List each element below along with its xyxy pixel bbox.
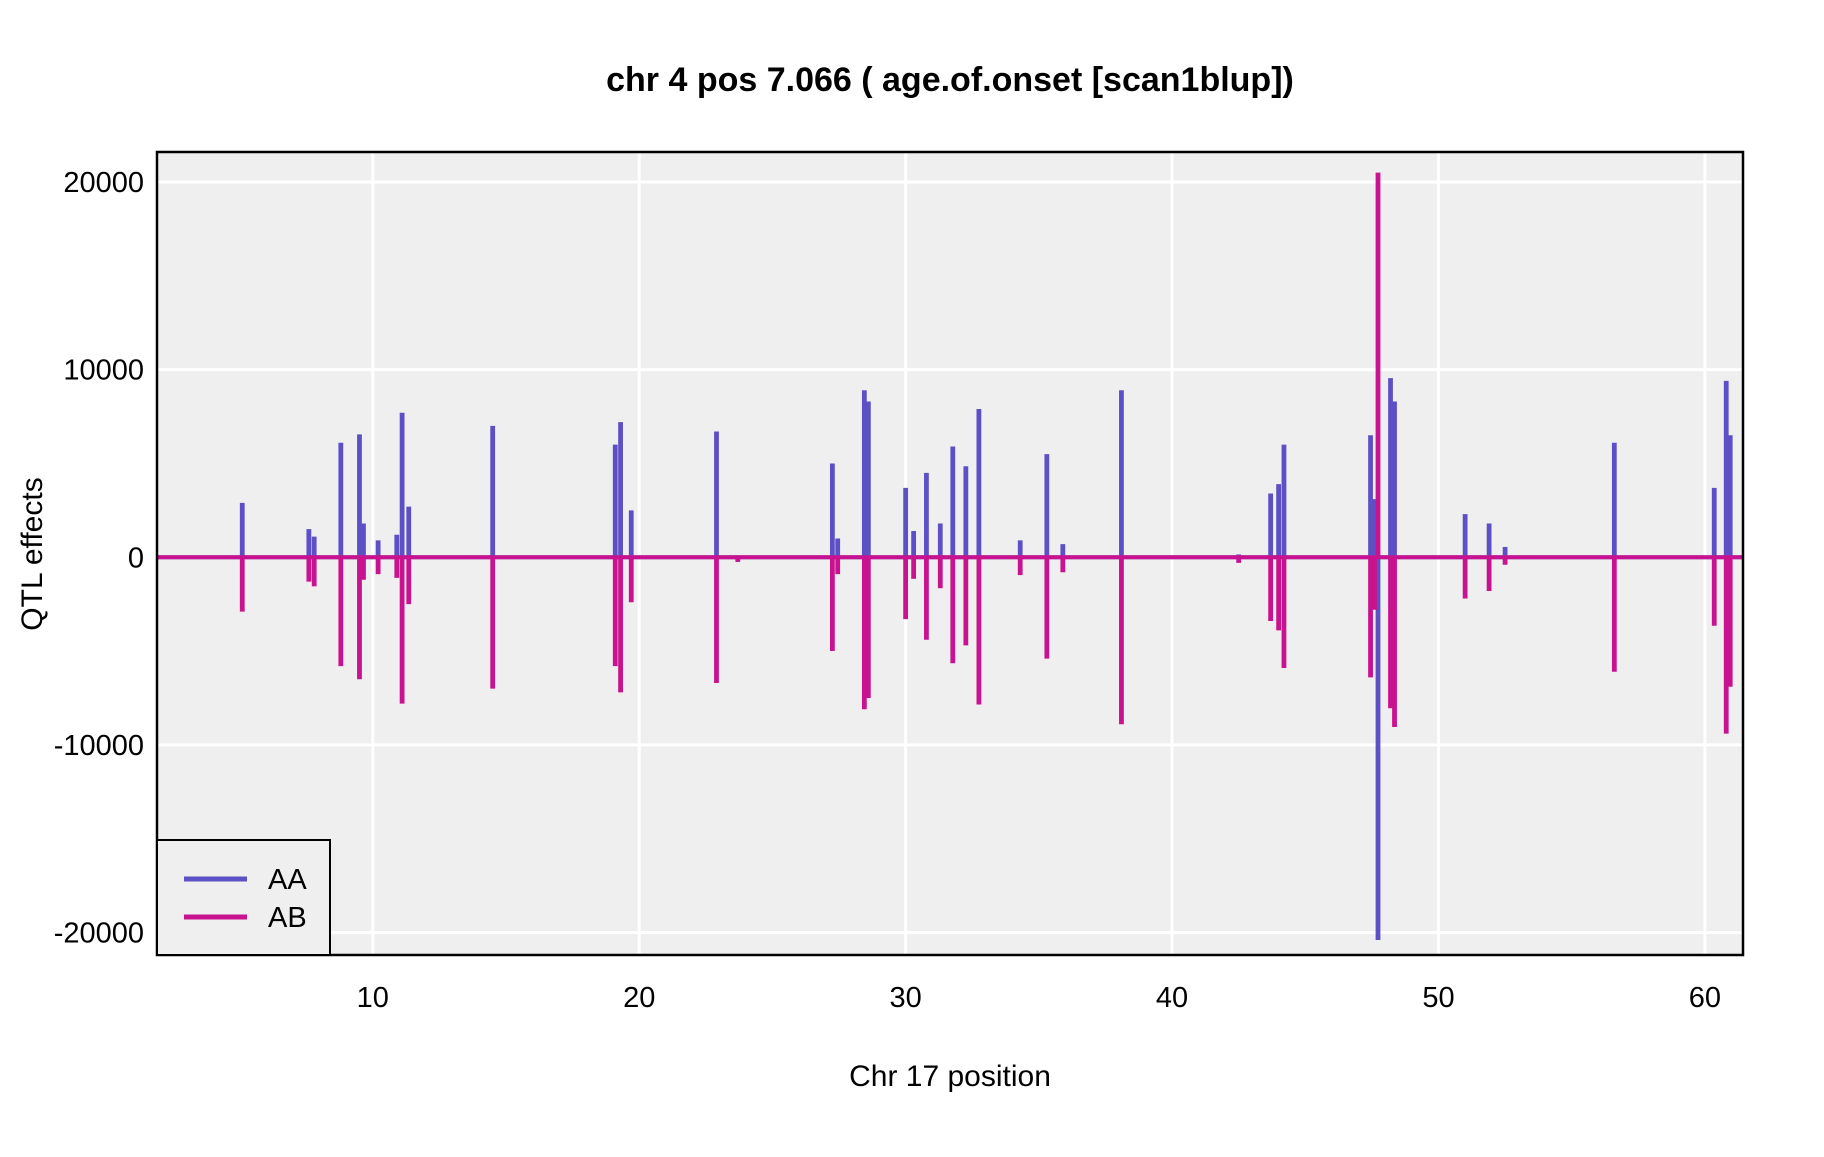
x-tick-label: 20 bbox=[623, 982, 655, 1014]
x-tick-label: 30 bbox=[890, 982, 922, 1014]
legend: AA AB bbox=[156, 839, 331, 956]
legend-label-aa: AA bbox=[268, 864, 307, 896]
data-series bbox=[157, 172, 1743, 940]
x-tick-label: 50 bbox=[1422, 982, 1454, 1014]
x-axis-title: Chr 17 position bbox=[849, 1060, 1051, 1093]
axis-tick-labels: 10 20 30 40 50 60 -20000 -10000 0 10000 20000 bbox=[54, 167, 1721, 1014]
y-tick-label: 20000 bbox=[63, 167, 144, 199]
y-tick-label: -10000 bbox=[54, 730, 144, 762]
x-tick-label: 60 bbox=[1689, 982, 1721, 1014]
plot-panel-background bbox=[157, 152, 1743, 955]
y-tick-label: -20000 bbox=[54, 917, 144, 949]
series-ab bbox=[157, 172, 1743, 734]
x-tick-label: 40 bbox=[1156, 982, 1188, 1014]
plot-panel-border bbox=[155, 150, 1745, 957]
legend-box bbox=[156, 839, 331, 956]
legend-label-ab: AB bbox=[268, 902, 307, 934]
x-tick-label: 10 bbox=[357, 982, 389, 1014]
y-axis-title: QTL effects bbox=[16, 477, 49, 630]
chart-title: chr 4 pos 7.066 ( age.of.onset [scan1blu… bbox=[606, 61, 1294, 99]
y-tick-label: 10000 bbox=[63, 355, 144, 387]
y-tick-label: 0 bbox=[128, 542, 144, 574]
